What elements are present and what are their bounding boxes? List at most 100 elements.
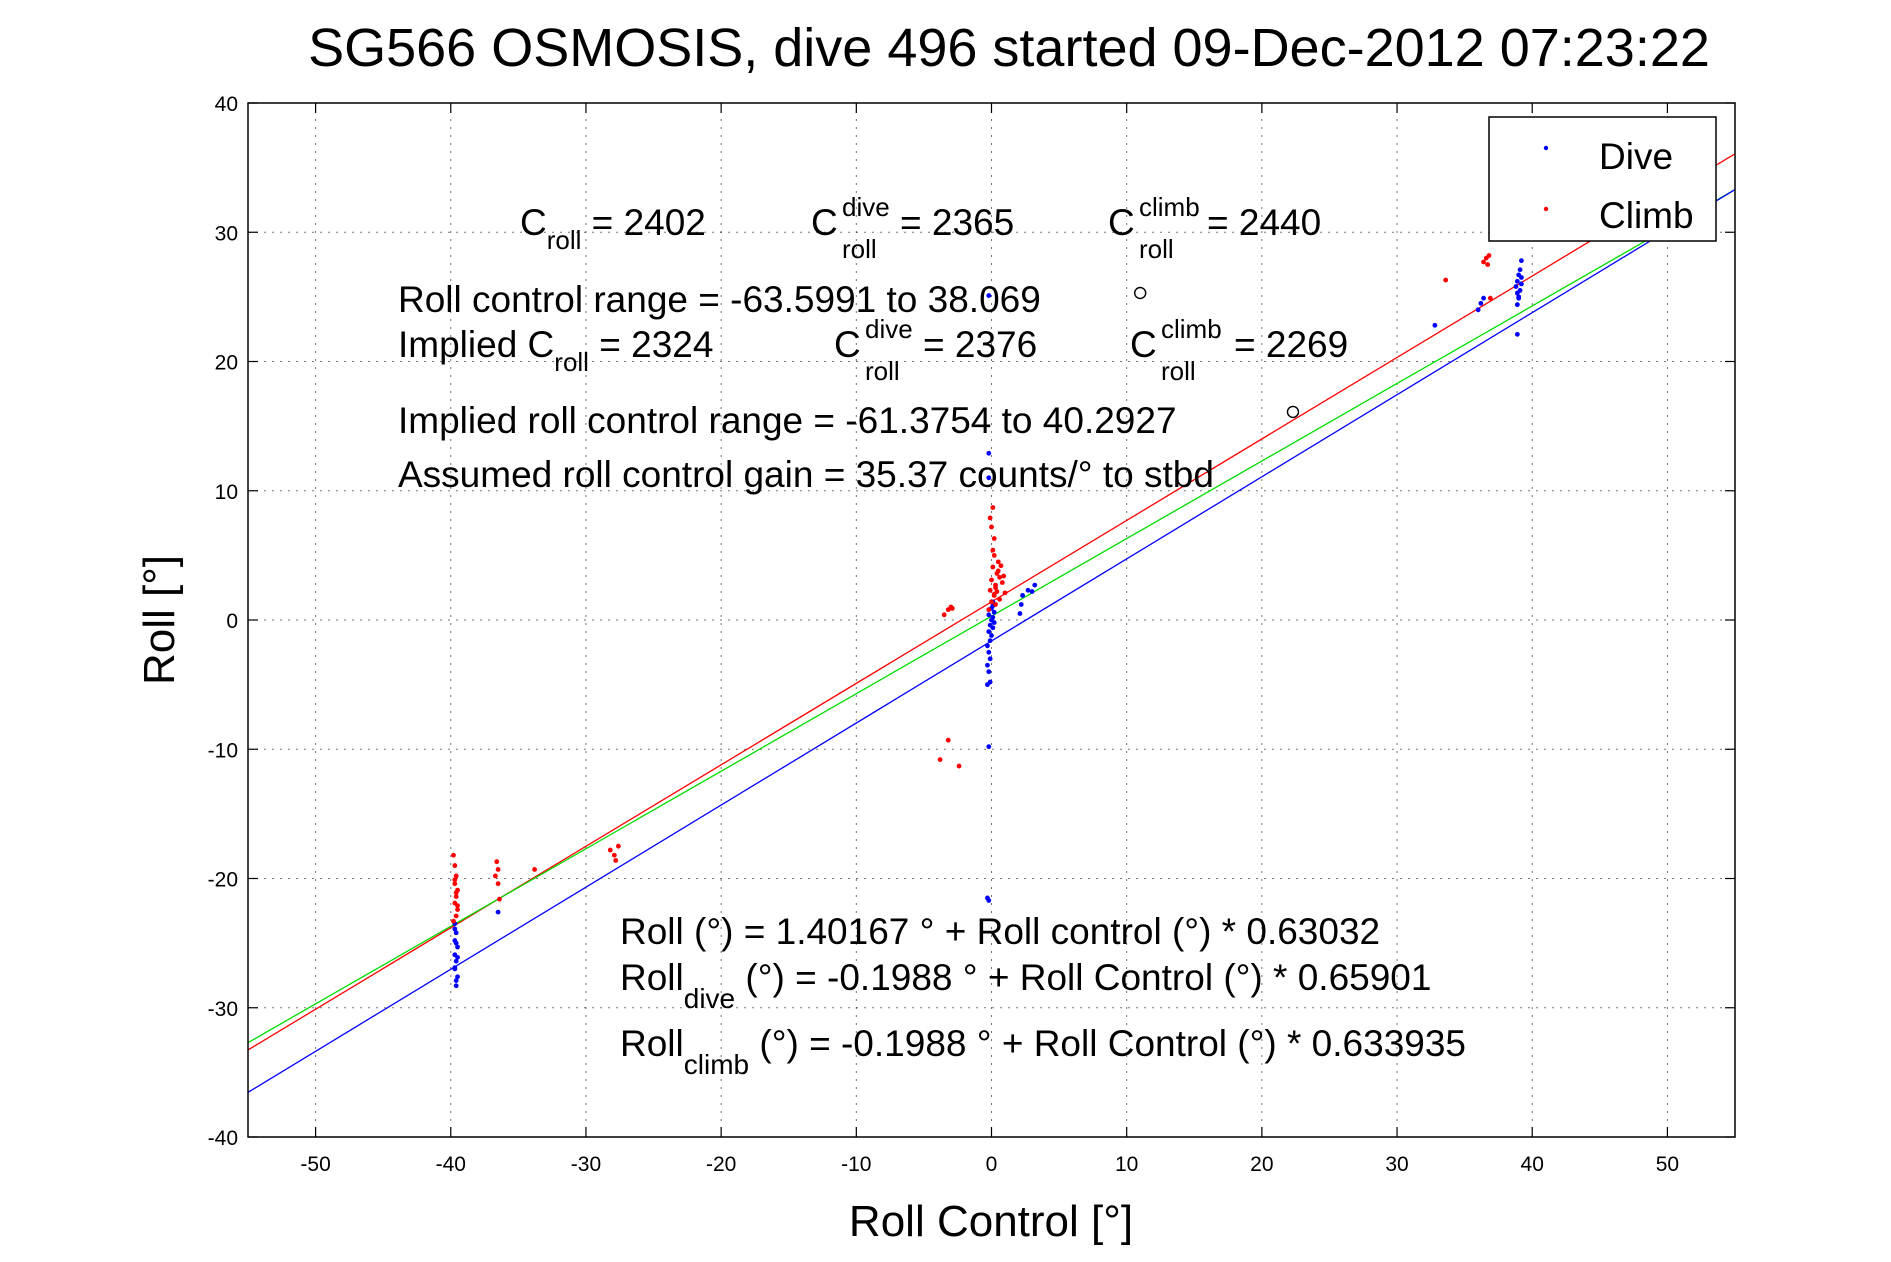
annotation-c-roll-dive-sub: roll	[842, 234, 877, 264]
annotation-block-top: Croll = 2402 C dive roll = 2365 C climb …	[398, 192, 1348, 495]
data-point-climb	[995, 559, 1001, 565]
data-point-climb	[495, 867, 501, 872]
data-point-climb	[532, 867, 537, 872]
data-point-climb	[1443, 277, 1449, 283]
x-tick-label: 50	[1656, 1153, 1679, 1176]
data-point-climb	[997, 596, 1003, 602]
annotation-c-roll-dive-sup: dive	[842, 192, 890, 222]
data-point-climb	[991, 536, 997, 541]
data-point-climb	[451, 918, 456, 924]
legend-climb-marker	[1543, 206, 1549, 212]
x-axis-label: Roll Control [°]	[849, 1197, 1133, 1246]
data-point-climb	[999, 580, 1005, 585]
data-point-dive	[986, 898, 992, 903]
data-point-climb	[956, 763, 962, 769]
data-point-dive	[986, 293, 992, 298]
data-point-dive	[990, 615, 996, 620]
chart-title: SG566 OSMOSIS, dive 496 started 09-Dec-2…	[308, 18, 1710, 78]
data-point-dive	[453, 983, 459, 989]
data-point-climb	[1486, 253, 1492, 258]
range-marker-circle	[1133, 286, 1147, 300]
annotation-implied-climb-value: = 2269	[1234, 324, 1348, 365]
data-point-dive	[1519, 281, 1524, 287]
data-point-climb	[990, 547, 996, 553]
data-points	[451, 253, 1524, 989]
data-point-climb	[1481, 259, 1486, 265]
data-point-dive	[495, 909, 501, 915]
annotation-c-roll-climb-sub: roll	[1139, 234, 1174, 264]
data-point-dive	[1475, 307, 1481, 313]
data-point-dive	[986, 744, 992, 750]
data-point-dive	[1029, 589, 1035, 594]
data-point-dive	[985, 643, 990, 649]
range-markers	[1133, 286, 1300, 419]
data-point-dive	[453, 940, 459, 946]
data-point-dive	[1519, 275, 1524, 280]
data-point-climb	[949, 605, 955, 611]
data-point-dive	[986, 612, 992, 618]
x-tick-label: -20	[706, 1153, 736, 1176]
annotation-c-roll: Croll = 2402	[520, 202, 706, 255]
data-point-climb	[987, 587, 993, 593]
annotation-implied-dive-sub: roll	[865, 356, 900, 386]
data-point-climb	[1002, 590, 1008, 596]
data-point-dive	[1513, 284, 1519, 289]
annotation-implied-dive-sup: dive	[865, 314, 913, 344]
data-point-climb	[987, 515, 993, 521]
legend-dive-marker	[1543, 145, 1549, 151]
data-point-dive	[453, 978, 459, 984]
data-point-climb	[451, 852, 456, 858]
data-point-dive	[1517, 288, 1523, 293]
data-point-climb	[1001, 573, 1007, 579]
data-point-climb	[452, 881, 458, 887]
data-point-dive	[991, 609, 997, 615]
x-tick-label: -10	[841, 1153, 871, 1176]
data-point-climb	[991, 552, 997, 558]
data-point-climb	[937, 757, 943, 762]
data-point-dive	[986, 450, 992, 456]
legend-box	[1488, 116, 1717, 242]
data-point-climb	[494, 859, 500, 865]
data-point-dive	[987, 656, 993, 662]
data-point-climb	[945, 737, 951, 743]
annotation-implied-climb-sup: climb	[1161, 314, 1222, 344]
data-point-dive	[986, 629, 992, 635]
legend-climb-label: Climb	[1599, 195, 1694, 236]
data-point-dive	[455, 954, 460, 960]
data-point-climb	[941, 612, 947, 618]
y-tick-label: -40	[208, 1127, 238, 1150]
data-point-dive	[453, 958, 459, 964]
data-point-dive	[987, 622, 993, 628]
data-point-climb	[453, 894, 459, 899]
data-point-climb	[989, 524, 994, 530]
data-point-dive	[1481, 295, 1486, 301]
data-point-dive	[452, 965, 458, 971]
y-tick-label: 30	[215, 222, 238, 245]
data-point-climb	[994, 589, 1000, 594]
data-point-climb	[453, 913, 459, 919]
data-point-climb	[989, 577, 994, 583]
annotation-implied-c-roll: Implied Croll = 2324	[398, 324, 713, 377]
annotation-fit-all: Roll (°) = 1.40167 ° + Roll control (°) …	[620, 911, 1380, 952]
data-point-climb	[993, 602, 998, 607]
data-point-dive	[986, 669, 992, 675]
annotation-implied-dive: C	[834, 324, 861, 365]
data-point-climb	[993, 585, 998, 591]
data-point-dive	[986, 475, 992, 481]
data-point-dive	[1478, 300, 1484, 306]
data-point-dive	[985, 662, 990, 668]
data-point-climb	[455, 907, 460, 912]
data-point-dive	[455, 974, 460, 980]
data-point-dive	[987, 679, 993, 685]
data-point-dive	[1514, 331, 1520, 337]
data-point-dive	[455, 944, 460, 950]
data-point-dive	[987, 638, 993, 644]
data-point-dive	[453, 930, 459, 936]
data-point-dive	[989, 633, 994, 638]
legend-dive-label: Dive	[1599, 136, 1673, 177]
data-point-climb	[995, 568, 1001, 574]
x-tick-label: 20	[1250, 1153, 1273, 1176]
y-axis-label: Roll [°]	[135, 555, 184, 685]
data-point-climb	[615, 843, 621, 849]
